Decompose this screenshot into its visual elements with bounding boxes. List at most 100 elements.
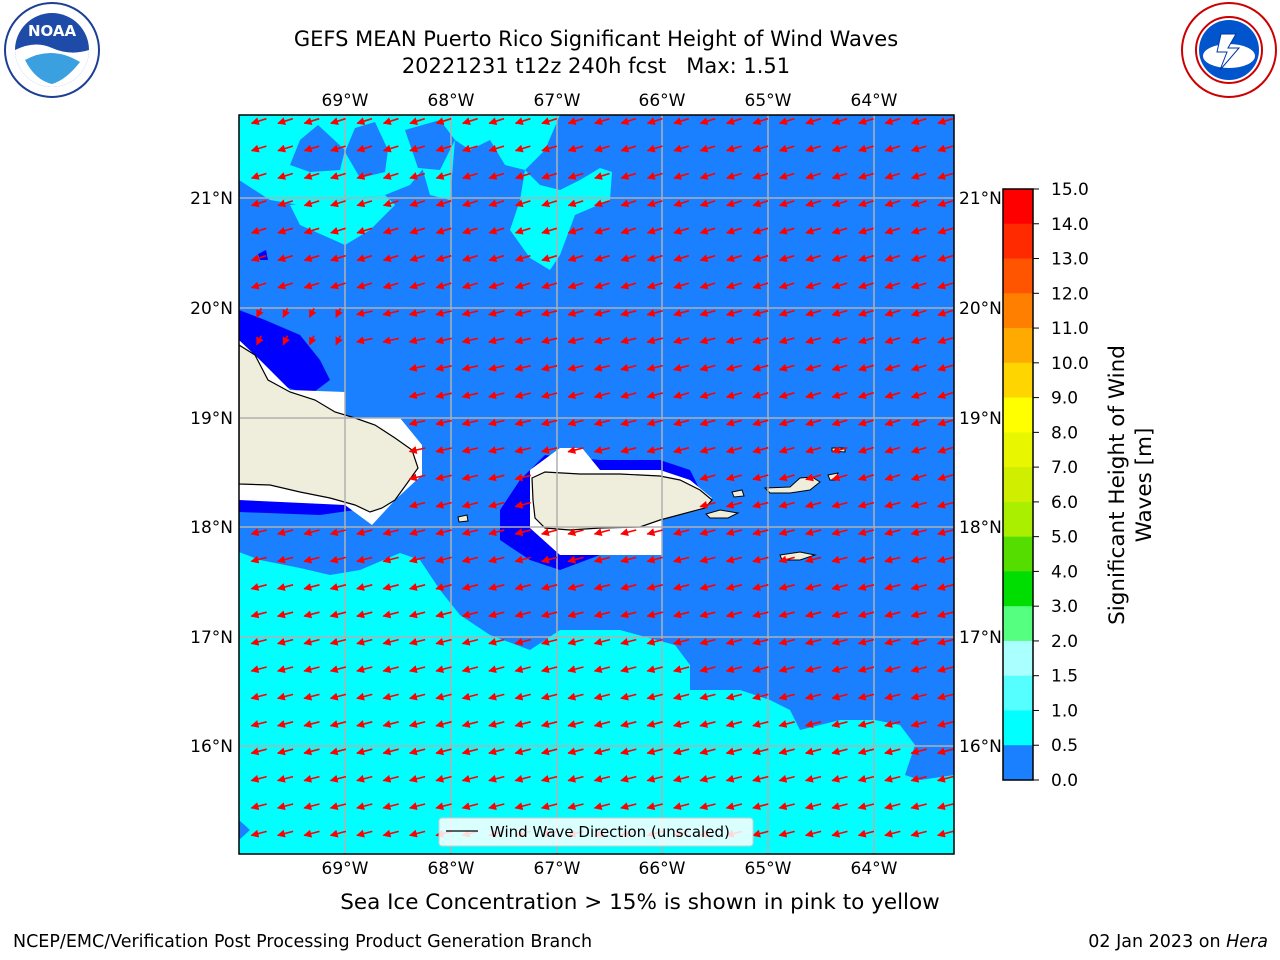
- wave-direction-arrow: [488, 583, 505, 591]
- wave-direction-arrow: [594, 254, 610, 262]
- colorbar-tick-label: 3.0: [1051, 597, 1078, 617]
- colorbar-band: [1003, 362, 1033, 399]
- lat-label: 21°N: [959, 189, 1002, 209]
- wave-direction-arrow: [805, 281, 822, 290]
- wave-direction-arrow: [303, 829, 320, 838]
- wave-direction-arrow: [250, 555, 267, 564]
- wave-direction-arrow: [857, 802, 875, 811]
- wave-direction-arrow: [382, 610, 399, 619]
- wave-direction-arrow: [355, 309, 373, 317]
- wave-direction-arrow: [804, 774, 822, 783]
- wave-direction-arrow: [858, 254, 874, 262]
- wave-direction-arrow: [620, 610, 637, 619]
- wave-direction-arrow: [620, 692, 637, 701]
- wave-direction-arrow: [461, 528, 479, 537]
- wave-direction-arrow: [461, 363, 479, 372]
- wave-direction-arrow: [884, 774, 901, 783]
- wave-direction-arrow: [884, 144, 901, 153]
- wave-direction-arrow: [408, 720, 426, 728]
- colorbar-band: [1003, 223, 1033, 260]
- lat-label: 19°N: [959, 409, 1002, 429]
- wave-direction-arrow: [673, 117, 690, 125]
- wave-direction-arrow: [778, 583, 795, 591]
- wave-direction-arrow: [884, 528, 901, 537]
- wave-direction-arrow: [462, 144, 478, 153]
- wave-direction-arrow: [594, 144, 610, 153]
- colorbar-band: [1003, 606, 1033, 642]
- wave-direction-arrow: [831, 199, 848, 208]
- wave-direction-arrow: [699, 446, 716, 454]
- wave-direction-arrow: [435, 500, 452, 509]
- wave-direction-arrow: [461, 336, 479, 345]
- wave-direction-arrow: [514, 363, 531, 372]
- wave-direction-arrow: [250, 117, 267, 125]
- wave-direction-arrow: [356, 117, 373, 125]
- wave-direction-arrow: [355, 336, 373, 345]
- wave-direction-arrow: [937, 446, 954, 454]
- wave-direction-arrow: [910, 446, 927, 454]
- wave-direction-arrow: [725, 692, 743, 701]
- wave-direction-arrow: [673, 144, 690, 153]
- wave-direction-arrow: [937, 281, 954, 290]
- wave-direction-arrow: [593, 665, 611, 674]
- wave-direction-arrow: [752, 610, 769, 619]
- wave-direction-arrow: [329, 555, 347, 564]
- wave-direction-arrow: [752, 637, 769, 646]
- wave-direction-arrow: [910, 528, 927, 537]
- wave-direction-arrow: [937, 418, 954, 427]
- wave-direction-arrow: [462, 254, 478, 262]
- wave-direction-arrow: [884, 802, 901, 811]
- wave-direction-arrow: [567, 281, 584, 290]
- wave-direction-arrow: [409, 144, 426, 153]
- wave-direction-arrow: [435, 637, 452, 646]
- wave-direction-arrow: [435, 144, 452, 153]
- wave-direction-arrow: [461, 747, 479, 756]
- noaa-logo: NOAA: [4, 2, 100, 98]
- wave-direction-arrow: [937, 144, 954, 153]
- wave-direction-arrow: [461, 583, 479, 591]
- wave-direction-arrow: [250, 583, 267, 591]
- wave-direction-arrow: [910, 117, 927, 125]
- wave-direction-arrow: [540, 747, 558, 756]
- wave-direction-arrow: [646, 363, 663, 372]
- wave-direction-arrow: [805, 199, 822, 208]
- wave-direction-arrow: [884, 391, 901, 399]
- wave-direction-arrow: [462, 117, 478, 125]
- wave-direction-arrow: [752, 473, 769, 482]
- wave-direction-arrow: [488, 802, 505, 811]
- wave-direction-arrow: [805, 226, 822, 235]
- wave-direction-arrow: [699, 720, 716, 728]
- wave-direction-arrow: [462, 199, 478, 208]
- lon-labels-bottom: 69°W 68°W 67°W 66°W 65°W 64°W: [322, 859, 898, 879]
- wave-direction-arrow: [752, 254, 769, 262]
- wave-direction-arrow: [725, 446, 743, 454]
- wave-direction-arrow: [699, 281, 716, 290]
- wave-direction-arrow: [937, 199, 954, 208]
- wave-direction-arrow: [461, 774, 479, 783]
- wave-direction-arrow: [335, 335, 343, 346]
- wave-direction-arrow: [250, 528, 267, 537]
- wave-direction-arrow: [382, 309, 400, 317]
- wave-direction-arrow: [330, 281, 346, 290]
- wave-direction-arrow: [250, 226, 267, 235]
- wave-direction-arrow: [858, 226, 874, 235]
- wave-direction-arrow: [937, 172, 954, 180]
- wave-band-1.0-1.5-north-b: [345, 115, 560, 200]
- hispaniola-land: [239, 344, 419, 513]
- wave-direction-arrow: [356, 829, 373, 838]
- wave-direction-arrow: [620, 254, 637, 262]
- wave-direction-arrow: [726, 172, 742, 180]
- wave-direction-arrow: [514, 802, 531, 811]
- wave-direction-arrow: [778, 363, 795, 372]
- colorbar-frame: [1002, 188, 1034, 781]
- wave-direction-arrow: [725, 528, 743, 537]
- wave-direction-arrow: [462, 281, 478, 290]
- wave-direction-arrow: [250, 254, 267, 262]
- wave-direction-arrow: [646, 418, 663, 427]
- wave-direction-arrow: [699, 473, 716, 482]
- wave-direction-arrow: [778, 144, 795, 153]
- wave-direction-arrow: [936, 528, 954, 537]
- wave-direction-arrow: [699, 500, 716, 509]
- wave-direction-arrow: [910, 254, 927, 262]
- wave-direction-arrow: [805, 254, 822, 262]
